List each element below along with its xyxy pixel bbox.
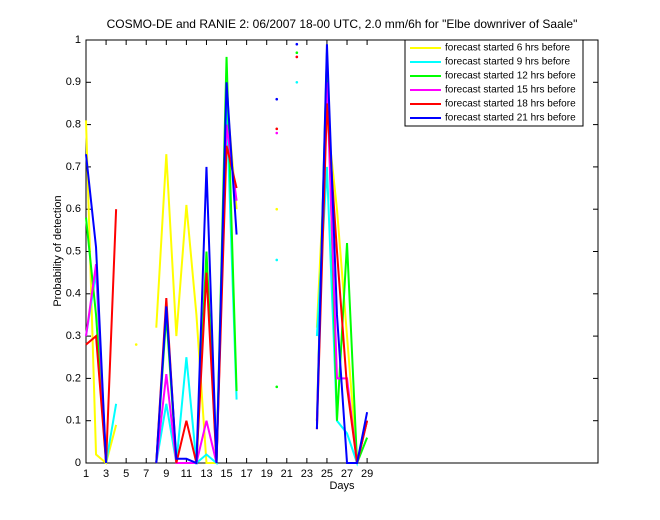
x-tick-label: 11 bbox=[181, 468, 192, 480]
data-point bbox=[275, 385, 279, 389]
y-tick-label: 0.2 bbox=[66, 372, 81, 384]
legend-label: forecast started 15 hrs before bbox=[445, 85, 576, 96]
y-tick-label: 1 bbox=[75, 34, 81, 46]
data-point bbox=[295, 55, 299, 59]
data-point bbox=[134, 343, 138, 346]
x-tick-label: 17 bbox=[241, 468, 253, 480]
y-tick-label: 0.9 bbox=[66, 76, 81, 88]
data-point bbox=[275, 127, 279, 131]
x-tick-label: 7 bbox=[143, 468, 149, 480]
x-tick-label: 15 bbox=[220, 468, 232, 480]
y-axis-label: Probability of detection bbox=[52, 195, 64, 306]
legend-label: forecast started 12 hrs before bbox=[445, 71, 576, 82]
x-tick-label: 19 bbox=[261, 468, 273, 480]
legend-label: forecast started 18 hrs before bbox=[445, 99, 576, 110]
series-line bbox=[85, 154, 108, 464]
data-point bbox=[295, 51, 299, 54]
series-line bbox=[155, 82, 238, 465]
y-tick-label: 0.4 bbox=[66, 288, 81, 300]
legend-label: forecast started 6 hrs before bbox=[445, 43, 571, 54]
series-line bbox=[85, 209, 118, 464]
x-tick-label: 3 bbox=[103, 468, 109, 480]
x-tick-label: 9 bbox=[163, 468, 169, 480]
y-tick-label: 0 bbox=[75, 457, 81, 469]
y-tick-label: 0.3 bbox=[66, 330, 81, 342]
data-point bbox=[275, 207, 279, 211]
data-point bbox=[295, 81, 299, 84]
legend-label: forecast started 9 hrs before bbox=[445, 57, 571, 68]
data-point bbox=[275, 131, 279, 135]
y-tick-label: 0.5 bbox=[66, 245, 81, 257]
series-line bbox=[315, 44, 369, 464]
data-point bbox=[275, 258, 279, 262]
x-tick-label: 21 bbox=[281, 468, 293, 480]
x-tick-label: 29 bbox=[361, 468, 373, 480]
legend-box bbox=[404, 39, 584, 127]
data-point bbox=[275, 97, 279, 101]
data-point bbox=[295, 42, 299, 46]
x-tick-label: 5 bbox=[123, 468, 129, 480]
x-axis-label: Days bbox=[329, 480, 355, 492]
x-tick-label: 1 bbox=[83, 468, 89, 480]
y-tick-label: 0.7 bbox=[66, 161, 81, 173]
x-tick-label: 27 bbox=[341, 468, 353, 480]
series-line bbox=[85, 120, 118, 465]
series-line bbox=[155, 56, 238, 464]
x-tick-label: 25 bbox=[321, 468, 333, 480]
x-tick-label: 23 bbox=[301, 468, 313, 480]
y-tick-label: 0.8 bbox=[66, 119, 81, 131]
chart-title: COSMO-DE and RANIE 2: 06/2007 18-00 UTC,… bbox=[107, 17, 578, 31]
legend-label: forecast started 21 hrs before bbox=[445, 113, 576, 124]
x-tick-label: 13 bbox=[200, 468, 212, 480]
y-tick-label: 0.6 bbox=[66, 203, 81, 215]
y-tick-label: 0.1 bbox=[66, 415, 81, 427]
